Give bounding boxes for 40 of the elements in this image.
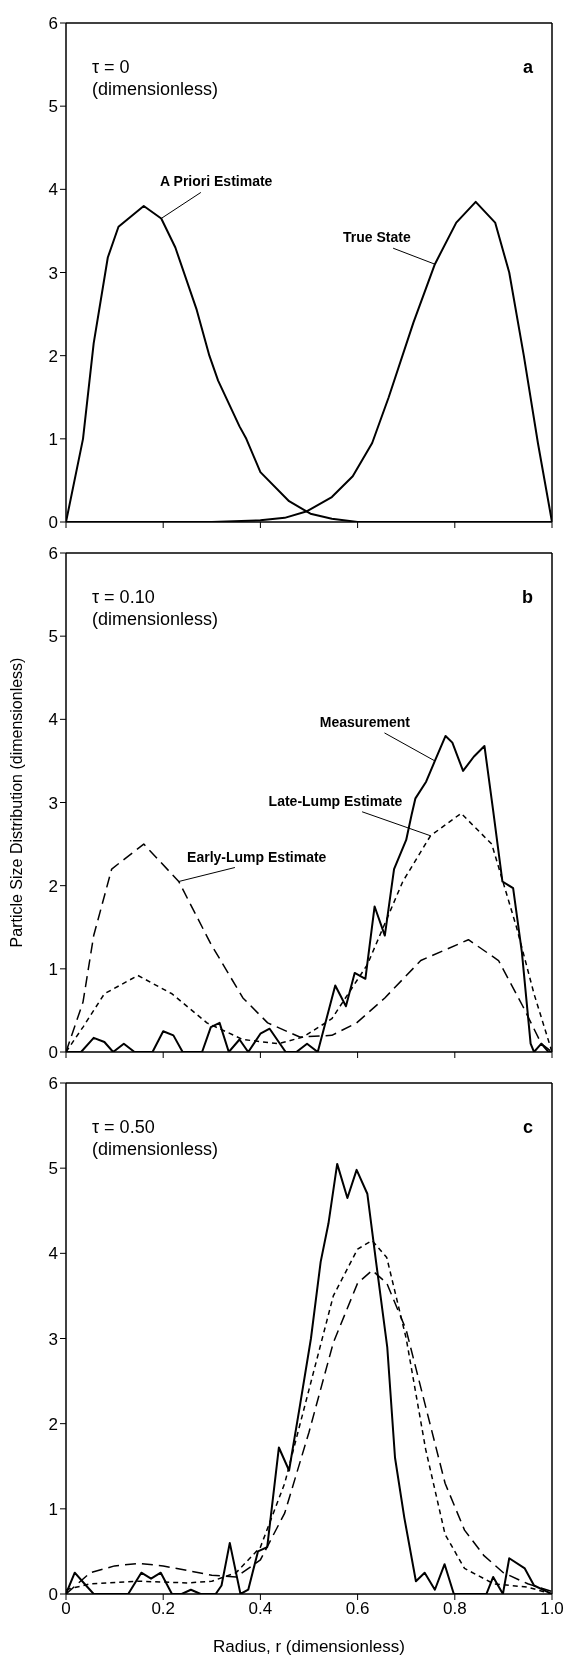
x-tick-label: 0.6 xyxy=(345,1599,370,1619)
y-tick-label: 2 xyxy=(48,1414,58,1434)
x-tick-label: 0.4 xyxy=(248,1599,273,1619)
y-axis-title: Particle Size Distribution (dimensionless) xyxy=(7,657,25,948)
series-label: A Priori Estimate xyxy=(160,173,273,190)
y-tick-label: 0 xyxy=(48,1585,58,1605)
y-tick-label: 6 xyxy=(48,14,58,34)
x-tick-label: 0.8 xyxy=(442,1599,467,1619)
y-tick-label: 0 xyxy=(48,1043,58,1063)
y-tick-label: 5 xyxy=(48,1159,58,1179)
text: Late-Lump Estimate xyxy=(268,792,403,809)
y-tick-label: 4 xyxy=(48,180,58,200)
annotation: a xyxy=(522,56,533,78)
y-tick-label: 3 xyxy=(48,793,58,813)
y-tick-label: 3 xyxy=(48,263,58,283)
y-tick-label: 1 xyxy=(48,959,58,979)
text: True State xyxy=(343,229,411,246)
x-tick-label: 0 xyxy=(61,1599,71,1619)
y-tick-label: 6 xyxy=(48,1074,58,1094)
y-tick-label: 0 xyxy=(48,513,58,533)
y-tick-label: 4 xyxy=(48,1244,58,1264)
annotation: τ = 0.10 (dimensionless) xyxy=(92,586,219,630)
text: Measurement xyxy=(319,713,411,730)
x-axis-title: Radius, r (dimensionless) xyxy=(213,1637,405,1656)
annotation: τ = 0 (dimensionless) xyxy=(92,56,219,100)
y-tick-label: 2 xyxy=(48,346,58,366)
annotation: b xyxy=(522,586,533,608)
x-tick-label: 0.2 xyxy=(151,1599,176,1619)
y-tick-label: 5 xyxy=(48,97,58,117)
y-tick-label: 1 xyxy=(48,1499,58,1519)
x-tick-label: 1.0 xyxy=(540,1599,564,1619)
y-tick-label: 6 xyxy=(48,544,58,564)
annotation: τ = 0.50 (dimensionless) xyxy=(92,1116,219,1160)
annotation: c xyxy=(522,1116,533,1138)
y-tick-label: 4 xyxy=(48,710,58,730)
y-tick-label: 2 xyxy=(48,876,58,896)
y-tick-label: 5 xyxy=(48,627,58,647)
series-label: Early-Lump Estimate xyxy=(187,848,327,865)
y-tick-label: 3 xyxy=(48,1329,58,1349)
y-tick-label: 1 xyxy=(48,429,58,449)
